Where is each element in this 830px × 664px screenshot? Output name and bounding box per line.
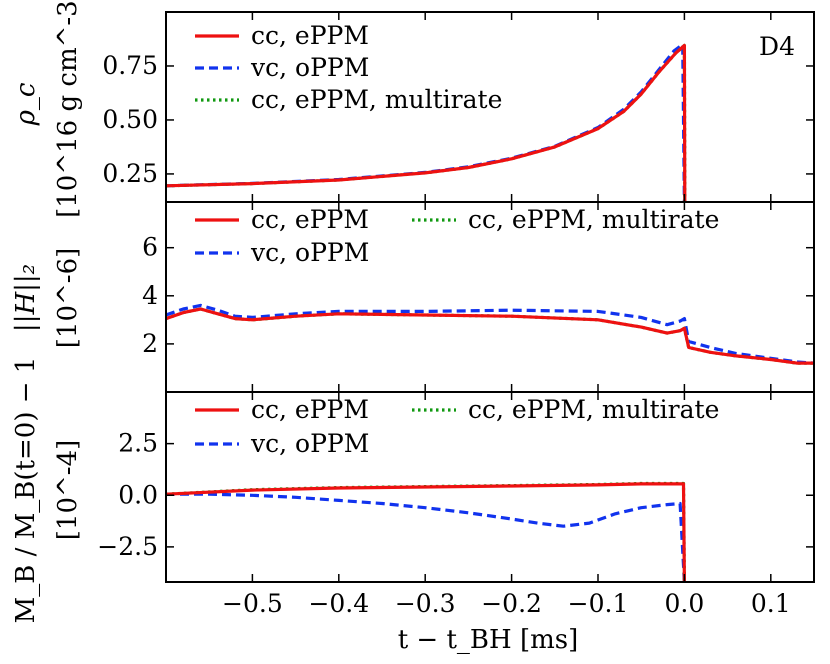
ylabel-top-units: [10^16 g cm^-3] (53, 0, 83, 218)
series-line-solid-top (166, 43, 687, 202)
legend-label: cc, ePPM, multirate (468, 395, 719, 424)
xtick-label: −0.3 (395, 589, 456, 618)
legend-label: cc, ePPM (251, 205, 369, 234)
xlabel: t − t_BH [ms] (398, 625, 579, 655)
legend-label: vc, oPPM (250, 53, 369, 82)
series-line-solid-bottom (166, 482, 686, 582)
legend-bottom: cc, ePPM vc, oPPM cc, ePPM, multirate (195, 395, 719, 458)
ylabel-bottom: M_B / M_B(t=0) − 1 [10^-4] (11, 357, 83, 624)
ylabel-top-main: ρ_c (11, 82, 41, 126)
series-line-dashed-middle (166, 303, 814, 365)
ytick-label: 2 (142, 329, 158, 358)
ytick-label: 0.50 (102, 105, 158, 134)
axes-frame-bottom (165, 391, 815, 583)
series-line-dashed-bottom (166, 492, 686, 582)
ylabel-middle-units: [10^-6] (53, 248, 83, 348)
xtick-label: 0.0 (665, 589, 705, 618)
ytick-label: 0.25 (102, 159, 158, 188)
legend-label: cc, ePPM, multirate (468, 205, 719, 234)
legend-label: cc, ePPM (251, 21, 369, 50)
panel-annotation-d4: D4 (759, 32, 795, 61)
xtick-label: −0.1 (568, 589, 629, 618)
ytick-label: 0.75 (102, 51, 158, 80)
ylabel-middle-main: ||H||₂ (11, 264, 41, 332)
legend-top: cc, ePPM vc, oPPM cc, ePPM, multirate (195, 21, 502, 114)
legend-label: vc, oPPM (250, 238, 369, 267)
ylabel-top: ρ_c [10^16 g cm^-3] (11, 0, 83, 218)
ytick-label: 4 (142, 281, 158, 310)
legend-label: vc, oPPM (250, 429, 369, 458)
ytick-label: 0.0 (118, 480, 158, 509)
ytick-label: −2.5 (97, 532, 158, 561)
legend-label: cc, ePPM, multirate (251, 85, 502, 114)
ytick-label: 6 (142, 233, 158, 262)
xtick-label: −0.2 (481, 589, 542, 618)
ylabel-bottom-main: M_B / M_B(t=0) − 1 (11, 357, 41, 624)
panel-bottom: −2.5 0.0 2.5 −0.5 −0.4 −0.3 −0.2 −0.1 0.0 0.1 cc, … (97, 391, 815, 618)
legend-label: cc, ePPM (251, 395, 369, 424)
xtick-label: −0.5 (222, 589, 283, 618)
xtick-label: −0.4 (308, 589, 369, 618)
ylabel-middle: ||H||₂ [10^-6] (11, 248, 83, 348)
series-line-solid-middle (166, 307, 814, 365)
xtick-label: 0.1 (751, 589, 791, 618)
ytick-label: 2.5 (118, 429, 158, 458)
legend-middle: cc, ePPM vc, oPPM cc, ePPM, multirate (195, 205, 719, 267)
panel-top: 0.25 0.50 0.75 cc, ePPM vc, oPPM cc, ePPM, mu… (102, 11, 815, 203)
ylabel-bottom-units: [10^-4] (53, 440, 83, 540)
